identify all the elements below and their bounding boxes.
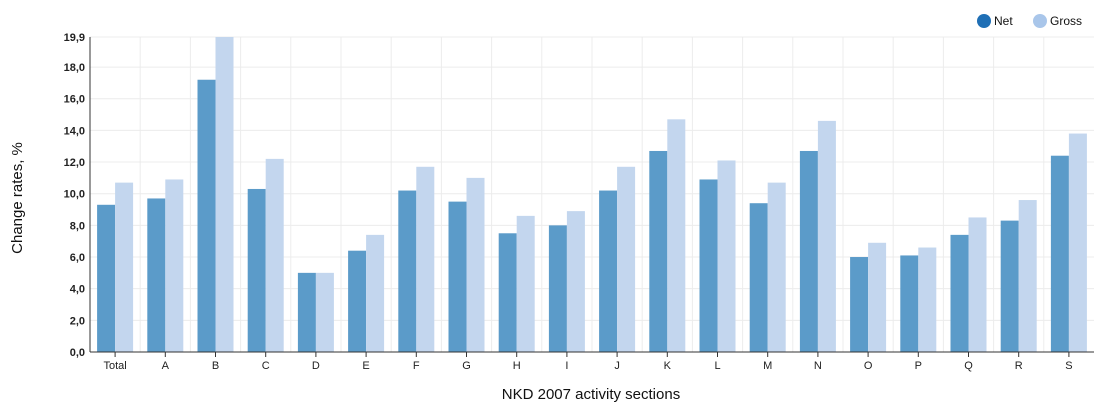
x-tick-label: S [1065,360,1072,372]
legend-item-net[interactable]: Net [977,14,1013,28]
bar-gross-i[interactable] [566,211,585,352]
bar-gross-k[interactable] [667,119,686,352]
y-tick-label: 14,0 [64,125,85,137]
x-tick-label: K [664,360,672,372]
bar-net-b[interactable] [197,79,216,352]
bar-net-f[interactable] [398,190,417,352]
bar-gross-e[interactable] [366,234,385,352]
y-axis-title: Change rates, % [9,142,26,254]
x-tick-label: Total [103,360,126,372]
bar-net-total[interactable] [97,204,116,352]
grid [90,36,1094,352]
legend[interactable]: Net Gross [977,14,1082,28]
bar-gross-p[interactable] [918,247,937,352]
bar-net-l[interactable] [699,179,718,352]
bar-net-h[interactable] [498,233,517,352]
x-tick-label: R [1015,360,1023,372]
bar-net-m[interactable] [749,203,768,352]
bar-gross-h[interactable] [516,215,535,352]
y-tick-label: 10,0 [64,189,85,201]
bar-gross-total[interactable] [115,182,134,352]
bar-gross-g[interactable] [466,177,485,352]
legend-marker-gross [1033,14,1047,28]
bar-net-k[interactable] [649,150,668,352]
bar-net-s[interactable] [1050,155,1069,352]
x-tick-label: H [513,360,521,372]
bar-gross-n[interactable] [817,120,836,352]
y-tick-label: 2,0 [70,315,85,327]
bar-gross-j[interactable] [617,166,636,352]
bar-gross-a[interactable] [165,179,184,352]
x-tick-label: I [565,360,568,372]
bar-gross-q[interactable] [968,217,987,352]
x-tick-label: E [362,360,369,372]
y-tick-label: 18,0 [64,62,85,74]
bar-net-r[interactable] [1000,220,1019,352]
x-tick-label: O [864,360,873,372]
bar-net-q[interactable] [950,234,969,352]
x-tick-label: G [462,360,471,372]
bar-gross-l[interactable] [717,160,736,352]
x-axis-title: NKD 2007 activity sections [502,386,680,403]
bar-gross-o[interactable] [868,242,887,352]
bar-gross-m[interactable] [767,182,786,352]
bar-gross-s[interactable] [1068,133,1087,352]
x-tick-label: B [212,360,219,372]
legend-label-net: Net [994,14,1013,28]
x-tick-label: J [614,360,620,372]
x-tick-label: D [312,360,320,372]
y-tick-label: 4,0 [70,284,85,296]
bar-gross-b[interactable] [215,37,234,352]
bar-net-i[interactable] [548,225,567,352]
x-tick-label: Q [964,360,973,372]
x-tick-label: L [714,360,720,372]
bar-net-c[interactable] [247,188,266,352]
bar-net-g[interactable] [448,201,467,352]
bar-gross-f[interactable] [416,166,435,352]
axes [89,37,1094,357]
y-tick-label: 8,0 [70,220,85,232]
bar-net-a[interactable] [147,198,166,352]
y-tick-label: 16,0 [64,94,85,106]
bar-net-o[interactable] [850,257,869,352]
x-tick-label: A [162,360,170,372]
y-axis-ticks: 0,0 2,0 4,0 6,0 8,0 10,0 12,0 14,0 16,0 18,0 19,9 [64,32,85,359]
y-tick-label: 0,0 [70,347,85,359]
y-tick-label: 6,0 [70,252,85,264]
x-tick-label: F [413,360,420,372]
y-tick-label: 19,9 [64,32,85,44]
x-tick-label: C [262,360,270,372]
bar-gross-d[interactable] [315,272,334,352]
legend-item-gross[interactable]: Gross [1033,14,1082,28]
bar-gross-r[interactable] [1018,200,1037,352]
bar-net-d[interactable] [297,272,316,352]
bars [97,37,1087,352]
bar-net-j[interactable] [599,190,618,352]
bar-gross-c[interactable] [265,158,284,352]
bar-net-e[interactable] [348,250,367,352]
x-axis-ticks: Total A B C D E F G H I J K L M N O P Q R S [103,360,1072,372]
x-tick-label: N [814,360,822,372]
y-tick-label: 12,0 [64,157,85,169]
x-tick-label: P [915,360,922,372]
legend-label-gross: Gross [1050,14,1082,28]
x-tick-label: M [763,360,772,372]
bar-net-n[interactable] [799,150,818,352]
bar-net-p[interactable] [900,255,919,352]
legend-marker-net [977,14,991,28]
